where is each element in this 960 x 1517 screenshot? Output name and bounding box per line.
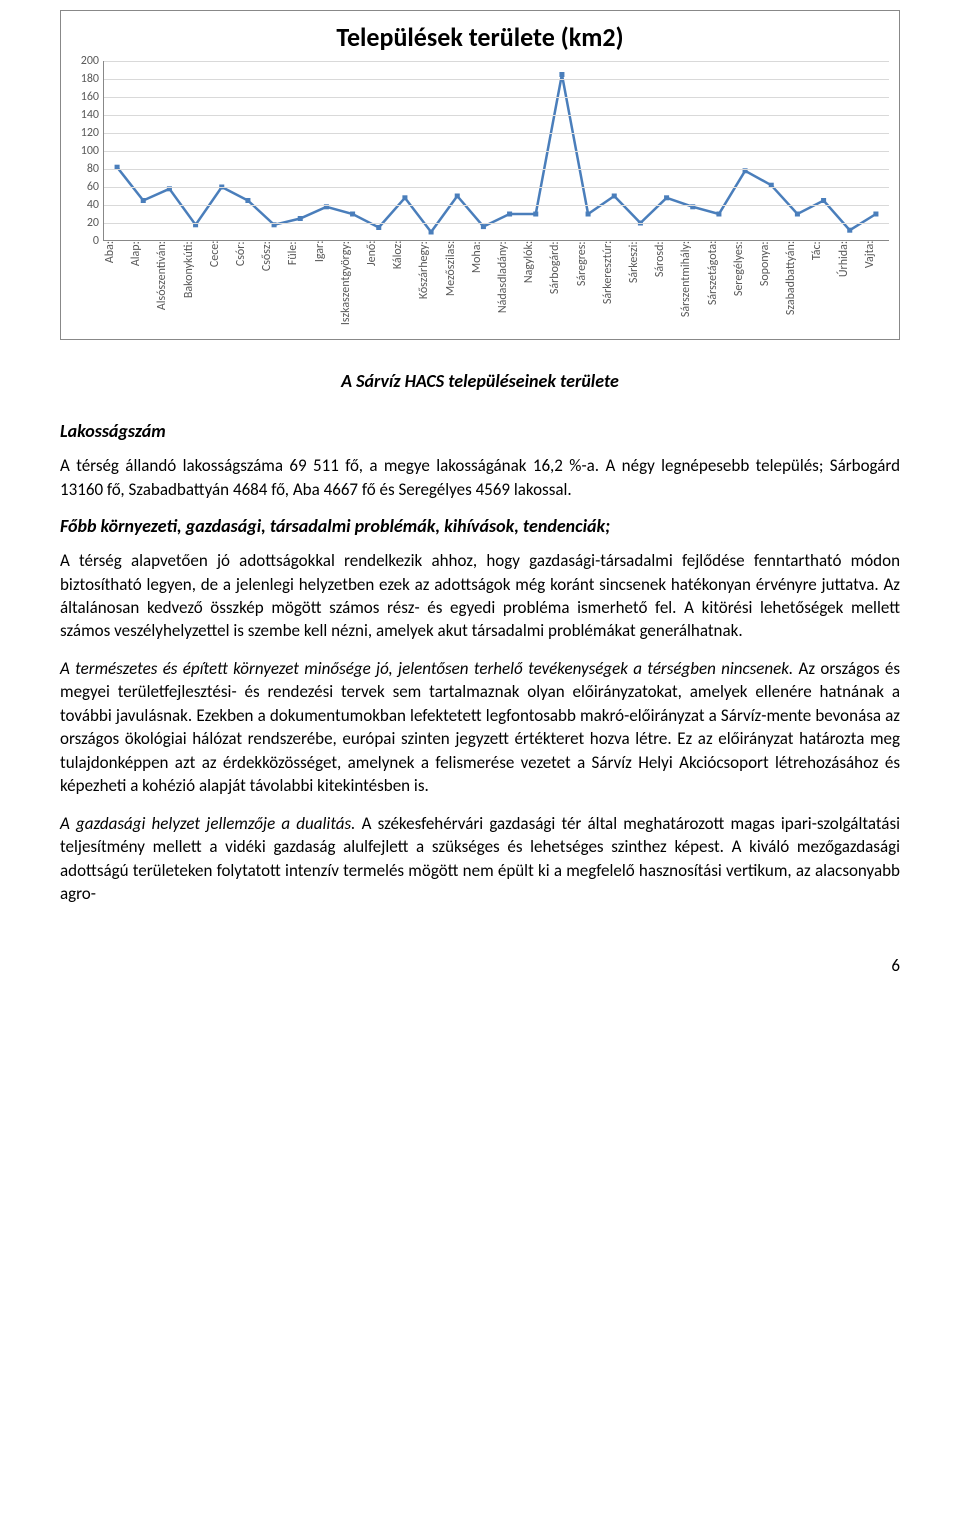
- chart-marker: [716, 212, 721, 217]
- gridline: [104, 151, 889, 152]
- x-tick-label: Csősz:: [260, 241, 286, 329]
- x-tick-label: Sáregres:: [575, 241, 601, 329]
- x-tick-label: Soponya:: [758, 241, 784, 329]
- chart-marker: [847, 228, 852, 233]
- chart-area: 200180160140120100806040200 Aba:Alap:Als…: [71, 61, 889, 329]
- x-tick-label: Alap:: [129, 241, 155, 329]
- x-tick-label: Alsószentiván:: [155, 241, 181, 329]
- chart-marker: [507, 212, 512, 217]
- x-tick-label: Moha:: [470, 241, 496, 329]
- y-tick-label: 40: [87, 198, 99, 212]
- x-tick-label: Seregélyes:: [732, 241, 758, 329]
- chart-marker: [141, 198, 146, 203]
- body-paragraph: A térség állandó lakosságszáma 69 511 fő…: [60, 454, 900, 501]
- gridline: [104, 79, 889, 80]
- italic-lead: A gazdasági helyzet jellemzője a dualitá…: [60, 813, 355, 834]
- x-tick-label: Mezőszilas:: [444, 241, 470, 329]
- y-tick-label: 0: [93, 234, 99, 248]
- x-tick-label: Füle:: [286, 241, 312, 329]
- x-tick-label: Cece:: [208, 241, 234, 329]
- chart-plot: [103, 61, 889, 241]
- y-tick-label: 80: [87, 162, 99, 176]
- x-tick-label: Tác:: [810, 241, 836, 329]
- y-tick-label: 60: [87, 180, 99, 194]
- chart-marker: [376, 225, 381, 230]
- y-tick-label: 200: [81, 54, 99, 68]
- chart-marker: [455, 194, 460, 199]
- y-tick-label: 100: [81, 144, 99, 158]
- chart-marker: [298, 216, 303, 221]
- gridline: [104, 97, 889, 98]
- chart-line: [117, 75, 876, 233]
- y-tick-label: 140: [81, 108, 99, 122]
- x-tick-label: Bakonykúti:: [182, 241, 208, 329]
- y-tick-label: 160: [81, 90, 99, 104]
- chart-marker: [559, 72, 564, 77]
- x-tick-label: Igar:: [313, 241, 339, 329]
- x-tick-label: Vajta:: [863, 241, 889, 329]
- x-tick-label: Csór:: [234, 241, 260, 329]
- section-heading-population: Lakosságszám: [60, 420, 900, 442]
- y-tick-label: 120: [81, 126, 99, 140]
- x-tick-label: Úrhida:: [837, 241, 863, 329]
- gridline: [104, 205, 889, 206]
- chart-caption: A Sárvíz HACS településeinek területe: [60, 370, 900, 392]
- chart-marker: [350, 212, 355, 217]
- x-tick-label: Sárkeresztúr:: [601, 241, 627, 329]
- gridline: [104, 169, 889, 170]
- x-tick-label: Sárosd:: [653, 241, 679, 329]
- chart-marker: [873, 212, 878, 217]
- body-paragraph: A gazdasági helyzet jellemzője a dualitá…: [60, 812, 900, 906]
- x-tick-label: Sárkeszi:: [627, 241, 653, 329]
- x-tick-label: Sárszentmihály:: [679, 241, 705, 329]
- chart-marker: [664, 195, 669, 200]
- x-tick-label: Nádasdladány:: [496, 241, 522, 329]
- chart-marker: [533, 212, 538, 217]
- x-tick-label: Iszkaszentgyörgy:: [339, 241, 365, 329]
- x-tick-label: Káloz:: [391, 241, 417, 329]
- x-tick-label: Sárbogárd:: [548, 241, 574, 329]
- chart-marker: [402, 195, 407, 200]
- gridline: [104, 223, 889, 224]
- x-tick-label: Nagylók:: [522, 241, 548, 329]
- chart-title: Települések területe (km2): [71, 21, 889, 53]
- chart-marker: [612, 194, 617, 199]
- y-tick-label: 20: [87, 216, 99, 230]
- chart-marker: [429, 230, 434, 235]
- x-tick-label: Szabadbattyán:: [784, 241, 810, 329]
- chart-marker: [586, 212, 591, 217]
- x-tick-label: Aba:: [103, 241, 129, 329]
- x-axis: Aba:Alap:Alsószentiván:Bakonykúti:Cece:C…: [103, 241, 889, 329]
- chart-marker: [795, 212, 800, 217]
- page-number: 6: [60, 955, 900, 976]
- gridline: [104, 115, 889, 116]
- section-heading-problems: Főbb környezeti, gazdasági, társadalmi p…: [60, 515, 900, 537]
- chart-marker: [245, 198, 250, 203]
- x-tick-label: Sárszetágota:: [706, 241, 732, 329]
- body-paragraph: A természetes és épített környezet minős…: [60, 657, 900, 798]
- chart-container: Települések területe (km2) 2001801601401…: [60, 10, 900, 340]
- gridline: [104, 133, 889, 134]
- y-tick-label: 180: [81, 72, 99, 86]
- italic-lead: A természetes és épített környezet minős…: [60, 658, 793, 679]
- x-tick-label: Jenő:: [365, 241, 391, 329]
- gridline: [104, 61, 889, 62]
- body-paragraph: A térség alapvetően jó adottságokkal ren…: [60, 549, 900, 643]
- chart-marker: [481, 224, 486, 229]
- chart-marker: [821, 198, 826, 203]
- x-tick-label: Kőszárhegy:: [417, 241, 443, 329]
- gridline: [104, 187, 889, 188]
- y-axis: 200180160140120100806040200: [71, 61, 103, 241]
